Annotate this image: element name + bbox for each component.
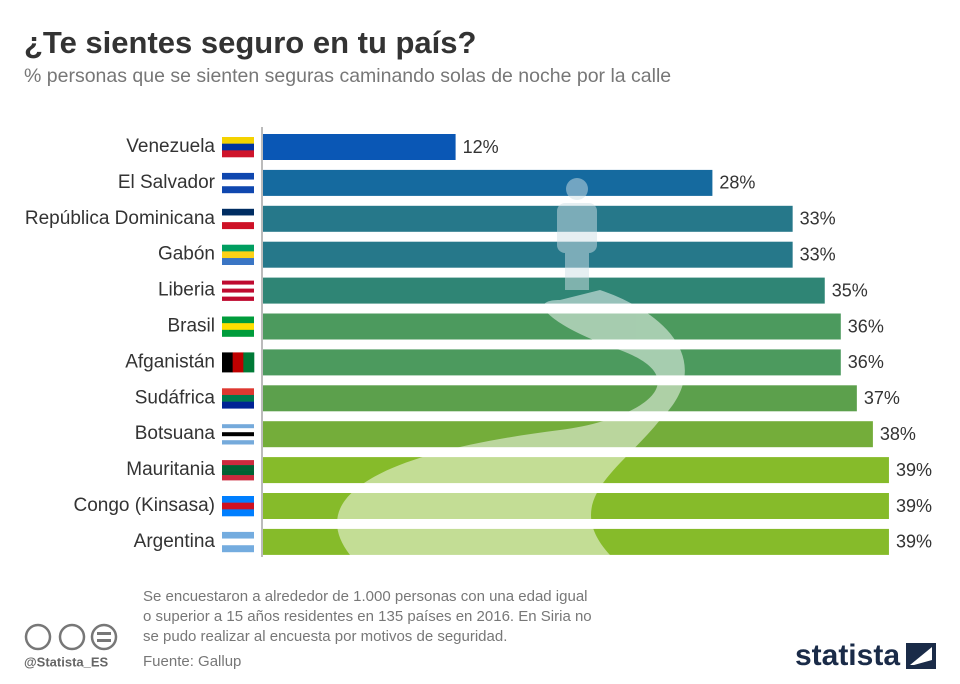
road [337, 290, 685, 555]
cc-icons [24, 623, 118, 651]
bars [263, 134, 889, 555]
flag-stripe [222, 401, 254, 409]
category-label: Gabón [158, 244, 215, 265]
flag-stripe [222, 465, 254, 471]
value-label: 12% [463, 137, 499, 157]
bar [263, 385, 857, 412]
value-label: 33% [800, 209, 836, 229]
value-label: 28% [719, 173, 755, 193]
bar [263, 277, 825, 304]
flag-stripe [222, 280, 254, 285]
brand-logo: statista [795, 639, 900, 672]
category-label: Afganistán [125, 351, 215, 372]
flag-stripe [222, 323, 254, 331]
flag-stripe [222, 179, 254, 187]
value-label: 38% [880, 424, 916, 444]
category-label: Congo (Kinsasa) [73, 495, 215, 516]
flag-stripe [222, 470, 254, 476]
category-label: Venezuela [126, 136, 215, 157]
bar [263, 134, 456, 160]
category-label: Mauritania [126, 459, 215, 480]
category-label: Brasil [167, 316, 215, 337]
flag-stripe [222, 432, 254, 437]
flag-stripe [222, 137, 254, 144]
category-label: República Dominicana [25, 208, 216, 229]
flag-stripe [222, 352, 233, 373]
flag-stripe [222, 150, 254, 158]
note-line: o superior a 15 años residentes en 135 p… [143, 608, 592, 625]
category-label: Liberia [158, 280, 215, 301]
flag-stripe [222, 531, 254, 539]
value-label: 36% [848, 352, 884, 372]
flag-stripe [222, 509, 254, 517]
handle: @Statista_ES [24, 654, 109, 669]
flag-stripe [222, 143, 254, 151]
flag-stripe [222, 329, 254, 337]
value-label: 35% [832, 280, 868, 300]
flag-stripe [222, 296, 254, 301]
flag-stripe [222, 186, 254, 194]
source: Fuente: Gallup [143, 653, 241, 670]
bar [263, 349, 841, 376]
bar [263, 313, 841, 340]
category-label: Botsuana [135, 423, 216, 444]
flag-stripe [222, 436, 254, 441]
flag-stripe [222, 222, 254, 230]
flag-stripe [222, 496, 254, 503]
icon [97, 632, 111, 635]
value-label: 39% [896, 496, 932, 516]
bar [263, 241, 793, 268]
flag-stripe [222, 244, 254, 252]
note-line: Se encuestaron a alrededor de 1.000 pers… [143, 588, 588, 605]
flag-stripe [222, 292, 254, 297]
flag-stripe [222, 475, 254, 481]
flag-stripe [243, 352, 255, 373]
flag-stripe [222, 388, 254, 396]
flag-stripe [222, 440, 254, 445]
value-label: 33% [800, 244, 836, 264]
icon [24, 623, 52, 651]
flag-stripe [222, 284, 254, 289]
flag-stripe [222, 460, 254, 466]
category-label: Argentina [134, 531, 216, 552]
icon [90, 623, 118, 651]
flag-stripe [222, 172, 254, 180]
icon [97, 639, 111, 642]
flag-stripe [232, 352, 244, 373]
illustration [337, 178, 685, 555]
figure-head [566, 178, 588, 200]
bar [263, 169, 713, 196]
flag-stripe [222, 288, 254, 293]
flag-stripe [222, 538, 254, 546]
flag-stripe [222, 316, 254, 324]
flag-stripe [222, 251, 254, 259]
flag-stripe [222, 502, 254, 510]
flag-stripe [222, 208, 254, 216]
value-label: 37% [864, 388, 900, 408]
brand-icon [906, 643, 936, 669]
chart-title: ¿Te sientes seguro en tu país? [24, 25, 476, 60]
category-label: El Salvador [118, 172, 216, 193]
chart-subtitle: % personas que se sienten seguras camina… [24, 65, 671, 87]
flag-stripe [222, 258, 254, 265]
flag-stripe [222, 545, 254, 553]
note-line: se pudo realizar al encuesta por motivos… [143, 628, 507, 645]
category-label: Sudáfrica [135, 387, 216, 408]
value-label: 39% [896, 532, 932, 552]
icon [58, 623, 86, 651]
value-label: 36% [848, 316, 884, 336]
flag-stripe [222, 428, 254, 433]
flag-stripe [222, 394, 254, 402]
figure-legs [565, 245, 589, 290]
figure-body [557, 203, 597, 253]
value-label: 39% [896, 460, 932, 480]
bar [263, 205, 793, 232]
flag-stripe [222, 215, 254, 223]
flag-stripe [222, 424, 254, 429]
